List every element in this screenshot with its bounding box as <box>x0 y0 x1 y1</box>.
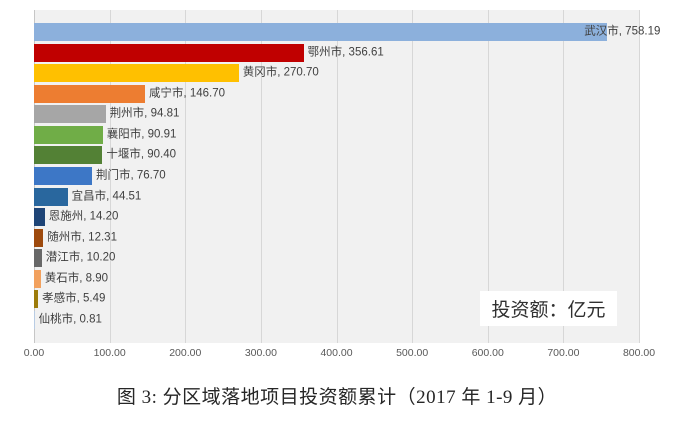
bar-row: 潜江市, 10.20 <box>34 248 639 269</box>
x-tick-label: 100.00 <box>93 347 126 359</box>
x-tick-label: 400.00 <box>320 347 353 359</box>
x-tick-label: 500.00 <box>396 347 429 359</box>
gridline <box>185 10 187 343</box>
bar-data-label: 十堰市, 90.40 <box>106 148 177 161</box>
gridline <box>487 10 489 343</box>
gridline <box>639 10 640 343</box>
bar-data-label: 黄冈市, 270.70 <box>242 66 319 79</box>
bar-row: 宜昌市, 44.51 <box>34 186 639 207</box>
bar <box>34 84 145 103</box>
bar-row: 十堰市, 90.40 <box>34 145 639 166</box>
bar-row: 随州市, 12.31 <box>34 227 639 248</box>
bar-row: 荆门市, 76.70 <box>34 166 639 187</box>
bar <box>34 249 42 268</box>
bar-data-label: 襄阳市, 90.91 <box>106 128 177 141</box>
bar-data-label: 孝感市, 5.49 <box>42 292 106 305</box>
bar-row: 恩施州, 14.20 <box>34 207 639 228</box>
bar <box>34 105 106 124</box>
bar-row: 荆州市, 94.81 <box>34 104 639 125</box>
bar-row: 襄阳市, 90.91 <box>34 125 639 146</box>
bar-row: 孝感市, 5.49 <box>34 289 639 310</box>
bar-data-label: 宜昌市, 44.51 <box>71 189 142 202</box>
bar <box>34 310 35 329</box>
bar-data-label: 武汉市, 758.19 <box>584 25 661 38</box>
gridline <box>109 10 111 343</box>
gridline <box>563 10 565 343</box>
bar <box>34 146 103 165</box>
x-axis: 0.00 100.00 200.00 300.00 400.00 500.00 600.00… <box>24 347 655 361</box>
bar-data-label: 潜江市, 10.20 <box>45 251 116 264</box>
gridline <box>336 10 338 343</box>
bar <box>34 64 239 83</box>
figure-caption: 图 3: 分区域落地项目投资额累计（2017 年 1-9 月） <box>116 387 558 408</box>
bar-row: 咸宁市, 146.70 <box>34 84 639 105</box>
x-tick-label: 600.00 <box>471 347 504 359</box>
bar <box>34 23 608 42</box>
unit-annotation-label: 投资额：亿元 <box>491 300 606 321</box>
bar-row: 仙桃市, 0.81 <box>34 309 639 330</box>
bar-data-label: 荆门市, 76.70 <box>96 169 166 182</box>
bar <box>34 43 304 62</box>
bar-data-label: 黄石市, 8.90 <box>44 271 108 284</box>
bar <box>34 269 41 288</box>
bar-data-label: 随州市, 12.31 <box>47 230 117 243</box>
gridline <box>412 10 414 343</box>
bar-data-label: 咸宁市, 146.70 <box>148 87 226 100</box>
bar-row: 黄冈市, 270.70 <box>34 63 639 84</box>
x-tick-label: 0.00 <box>23 347 45 359</box>
bar-data-label: 恩施州, 14.20 <box>48 210 119 223</box>
bar <box>34 125 103 144</box>
plot-area: 武汉市, 758.19 鄂州市, 356.61 黄冈市, 270.70 咸宁市, 14… <box>34 10 660 343</box>
bar-data-label: 仙桃市, 0.81 <box>38 312 102 325</box>
bar-row: 鄂州市, 356.61 <box>34 43 639 64</box>
bars: 武汉市, 758.19 鄂州市, 356.61 黄冈市, 270.70 咸宁市, 14… <box>34 22 660 330</box>
unit-annotation-box: 投资额：亿元 <box>480 291 617 326</box>
bar-data-label: 鄂州市, 356.61 <box>307 46 384 59</box>
gridline <box>260 10 262 343</box>
x-tick-label: 800.00 <box>622 347 656 359</box>
x-tick-label: 200.00 <box>169 347 202 359</box>
bar <box>34 208 45 227</box>
bar <box>34 228 44 247</box>
bar-row: 武汉市, 758.19 <box>34 22 660 43</box>
bar <box>34 290 39 309</box>
bar-data-label: 荆州市, 94.81 <box>109 107 180 120</box>
bar <box>34 166 92 185</box>
x-tick-label: 300.00 <box>244 347 277 359</box>
x-tick-label: 700.00 <box>547 347 580 359</box>
bar <box>34 187 68 206</box>
bar-row: 黄石市, 8.90 <box>34 268 639 289</box>
